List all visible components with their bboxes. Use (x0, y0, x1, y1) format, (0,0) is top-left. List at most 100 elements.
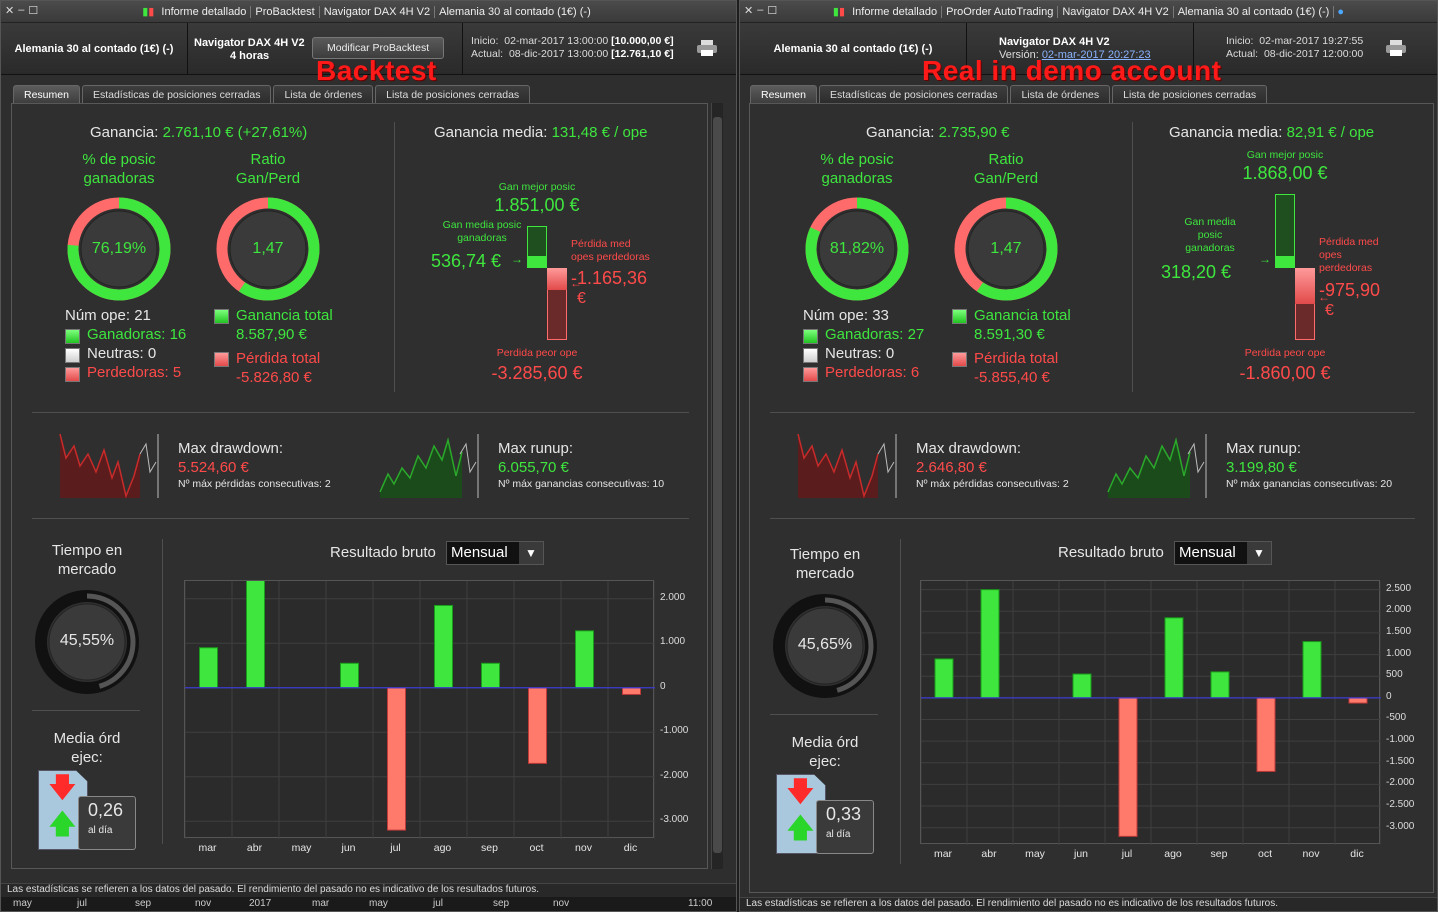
title-segment: Alemania 30 al contado (1€) (-) (1173, 6, 1335, 18)
tab-resumen[interactable]: Resumen (750, 85, 817, 104)
version-link[interactable]: 02-mar-2017 20:27:23 (1041, 49, 1151, 61)
window-controls[interactable]: ✕ – ☐ (744, 4, 777, 17)
ratio-donut (216, 197, 320, 301)
strategy-name: Navigator DAX 4H V2 (194, 37, 305, 49)
gan-media-label: ganadoras (1185, 242, 1235, 254)
orders-per-day-icon: 🡇 🡅 0,33 al día (776, 774, 876, 856)
ganadoras-value: 27 (907, 326, 925, 343)
close-icon[interactable]: ✕ (5, 5, 15, 17)
media-ord-label-2: ejec: (71, 749, 103, 766)
y-tick-label: -2.000 (1386, 777, 1415, 789)
tab-lista-ordenes[interactable]: Lista de órdenes (273, 85, 374, 104)
gauge-fill (38, 593, 136, 691)
vertical-scrollbar[interactable] (711, 103, 723, 869)
perdida-peor-value: -3.285,60 € (491, 363, 583, 383)
value-card (78, 796, 136, 850)
resultado-bruto-title: Resultado bruto (1058, 544, 1164, 561)
perdida-total-label: Pérdida total (236, 350, 321, 367)
printer-icon[interactable] (696, 39, 718, 57)
max-ganancias-row: Nº máx ganancias consecutivas: 10 (498, 478, 664, 490)
actual-label: Actual: (471, 48, 504, 60)
modify-probacktest-button[interactable]: Modificar ProBacktest (312, 37, 445, 59)
x-tick-label: ago (1164, 848, 1182, 860)
title-segment: Informe detallado (157, 6, 252, 18)
instrument-cell: Alemania 30 al contado (1€) (-) (740, 23, 967, 75)
bar-abr (980, 589, 1000, 699)
avg-win-bar (527, 256, 547, 268)
perdida-med-label: perdedoras (1319, 262, 1373, 274)
period-select[interactable]: Mensual ▼ (1174, 541, 1272, 565)
period-select[interactable]: Mensual ▼ (446, 541, 544, 565)
bar-ago (434, 604, 453, 689)
status-globe-icon: ● (1337, 6, 1345, 18)
ganancia-media-label: Ganancia media: (434, 124, 548, 141)
tab-estadisticas[interactable]: Estadísticas de posiciones cerradas (818, 85, 1009, 104)
summary-panel: Ganancia: 2.761,10 € (+27,61%) % de posic… (11, 103, 708, 869)
al-dia-label: al día (826, 829, 851, 840)
drawdown-sparkline-tail (139, 442, 157, 474)
bar-chart (920, 580, 1381, 845)
maximize-icon[interactable]: ☐ (767, 5, 778, 17)
scrollbar-thumb[interactable] (713, 117, 722, 853)
y-tick-label: 2.500 (1386, 582, 1412, 594)
title-segment: ProBacktest (251, 6, 320, 18)
ganancia-media-row: Ganancia media: 131,48 € / ope (434, 124, 648, 141)
period-info: Inicio: 02-mar-2017 13:00:00 [10.000,00 … (471, 35, 674, 61)
drawdown-sparkline-area (798, 434, 878, 498)
window-title: ▮▮ Informe detallado ProOrder AutoTrading… (740, 5, 1437, 18)
ganancia-total-value: 8.587,90 € (236, 326, 307, 343)
minimize-icon[interactable]: – (757, 4, 764, 16)
perdida-total-swatch (952, 352, 967, 367)
bar-sep (481, 662, 500, 689)
title-bar[interactable]: ✕ – ☐ ▮▮ Informe detallado ProBacktest Navig… (1, 1, 736, 23)
perdedoras-value: 6 (910, 364, 920, 381)
close-icon[interactable]: ✕ (744, 5, 754, 17)
backtest-window: ✕ – ☐ ▮▮ Informe detallado ProBacktest Navig… (0, 0, 737, 912)
drawdown-sparkline-line (797, 433, 879, 499)
chevron-down-icon: ▼ (1247, 542, 1271, 564)
x-tick-label: sep (1210, 848, 1228, 860)
x-tick-label: nov (575, 842, 592, 854)
ganancia-media-value: 82,91 € / ope (1286, 124, 1375, 141)
title-segment: Informe detallado (848, 6, 943, 18)
overlay-backtest-label: Backtest (316, 55, 437, 86)
tab-resumen[interactable]: Resumen (13, 85, 80, 104)
minimize-icon[interactable]: – (18, 4, 25, 16)
avg-loss-bar (1295, 268, 1315, 304)
printer-icon[interactable] (1385, 39, 1407, 57)
actual-date: 08-dic-2017 13:00:00 (508, 48, 609, 60)
time-axis-label: jul (77, 898, 88, 909)
disclaimer: Las estadísticas se refieren a los datos… (740, 897, 1437, 911)
title-segment: Navigator DAX 4H V2 (1058, 6, 1174, 18)
tab-estadisticas[interactable]: Estadísticas de posiciones cerradas (81, 85, 272, 104)
window-title: ▮▮ Informe detallado ProBacktest Navigator… (1, 5, 736, 18)
actual-date: 08-dic-2017 12:00:00 (1263, 48, 1364, 60)
win-rate-donut-arc (805, 197, 909, 301)
tab-lista-posiciones[interactable]: Lista de posiciones cerradas (375, 85, 531, 104)
window-controls[interactable]: ✕ – ☐ (5, 4, 38, 17)
max-perdidas-label: Nº máx pérdidas consecutivas: (916, 478, 1060, 490)
tab-lista-ordenes[interactable]: Lista de órdenes (1010, 85, 1111, 104)
divider-3 (770, 714, 878, 715)
title-bar[interactable]: ✕ – ☐ ▮▮ Informe detallado ProOrder AutoTra… (740, 1, 1437, 23)
bar-dic (622, 687, 641, 695)
perdida-med-label: Pérdida med (571, 238, 631, 250)
ganancia-media-label: Ganancia media: (1169, 124, 1283, 141)
x-tick-label: oct (1257, 848, 1272, 860)
gan-mejor-value: 1.851,00 € (494, 195, 580, 215)
max-runup-value: 3.199,80 € (1226, 459, 1297, 476)
tab-lista-posiciones[interactable]: Lista de posiciones cerradas (1112, 85, 1268, 104)
strategy-cell: Navigator DAX 4H V2 4 horas Modificar Pr… (188, 23, 463, 75)
x-tick-label: dic (623, 842, 638, 854)
disclaimer: Las estadísticas se refieren a los datos… (1, 883, 736, 897)
live-window: ✕ – ☐ ▮▮ Informe detallado ProOrder AutoTra… (739, 0, 1438, 912)
perdida-total-value: -5.826,80 € (236, 369, 312, 386)
gauge-center (48, 603, 126, 681)
instrument-cell: Alemania 30 al contado (1€) (-) (1, 23, 188, 75)
pct-ganadoras-label: % de posic (82, 151, 156, 168)
maximize-icon[interactable]: ☐ (28, 5, 39, 17)
overlay-real-label: Real in demo account (922, 55, 1222, 86)
max-drawdown-label: Max drawdown: (916, 440, 1022, 457)
ganancia-label: Ganancia: (90, 124, 159, 141)
perdida-med-unit: € (577, 290, 586, 307)
